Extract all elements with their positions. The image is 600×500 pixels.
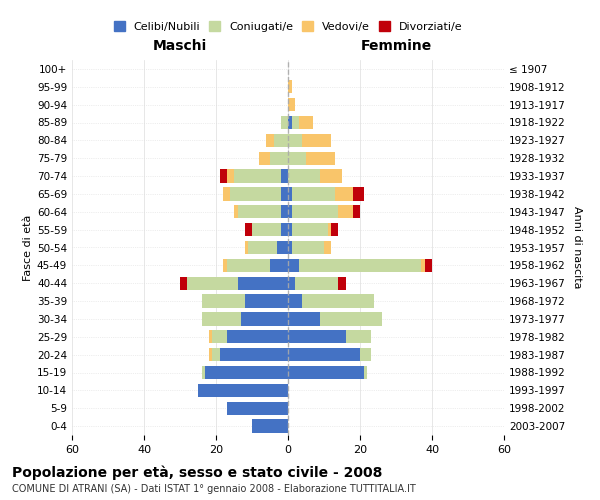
Bar [320,170,342,183]
Bar [288,312,320,326]
Bar [364,366,367,379]
Bar [241,312,288,326]
Bar [288,205,292,218]
Bar [270,258,288,272]
Bar [223,258,227,272]
Legend: Celibi/Nubili, Coniugati/e, Vedovi/e, Divorziati/e: Celibi/Nubili, Coniugati/e, Vedovi/e, Di… [109,17,467,36]
Bar [202,294,245,308]
Bar [202,312,241,326]
Bar [302,134,331,147]
Text: Femmine: Femmine [361,39,431,53]
Text: Maschi: Maschi [153,39,207,53]
Bar [288,348,360,362]
Bar [220,348,288,362]
Bar [274,134,288,147]
Bar [288,80,292,94]
Bar [227,330,288,344]
Bar [288,134,302,147]
Bar [245,223,252,236]
Bar [335,187,353,200]
Bar [346,330,371,344]
Bar [234,205,238,218]
Bar [212,330,227,344]
Bar [295,276,338,290]
Bar [238,205,281,218]
Bar [281,187,288,200]
Bar [324,241,331,254]
Bar [306,152,335,165]
Bar [288,330,346,344]
Y-axis label: Anni di nascita: Anni di nascita [572,206,582,289]
Bar [288,241,292,254]
Bar [425,258,432,272]
Bar [277,241,288,254]
Bar [288,276,295,290]
Bar [288,116,292,129]
Bar [421,258,425,272]
Bar [227,258,270,272]
Bar [320,312,382,326]
Bar [328,223,331,236]
Bar [302,294,374,308]
Bar [209,348,212,362]
Bar [209,330,212,344]
Bar [353,187,364,200]
Bar [292,223,328,236]
Bar [292,241,324,254]
Bar [259,152,270,165]
Bar [281,205,288,218]
Bar [205,366,288,379]
Bar [227,170,234,183]
Bar [338,205,353,218]
Bar [288,98,295,112]
Bar [270,152,288,165]
Bar [212,348,220,362]
Bar [292,205,338,218]
Bar [248,241,277,254]
Bar [266,134,274,147]
Bar [338,276,346,290]
Text: Popolazione per età, sesso e stato civile - 2008: Popolazione per età, sesso e stato civil… [12,465,382,479]
Bar [281,223,288,236]
Bar [299,116,313,129]
Bar [245,294,288,308]
Bar [299,258,421,272]
Bar [245,241,248,254]
Bar [288,366,364,379]
Bar [353,205,360,218]
Bar [281,116,288,129]
Bar [288,223,292,236]
Bar [288,152,306,165]
Bar [292,187,335,200]
Bar [252,223,281,236]
Bar [288,258,299,272]
Y-axis label: Fasce di età: Fasce di età [23,214,33,280]
Bar [292,116,299,129]
Bar [288,294,302,308]
Bar [180,276,187,290]
Bar [288,170,320,183]
Bar [238,276,288,290]
Bar [187,276,238,290]
Bar [230,187,281,200]
Bar [288,187,292,200]
Bar [227,402,288,415]
Text: COMUNE DI ATRANI (SA) - Dati ISTAT 1° gennaio 2008 - Elaborazione TUTTITALIA.IT: COMUNE DI ATRANI (SA) - Dati ISTAT 1° ge… [12,484,416,494]
Bar [220,170,227,183]
Bar [281,170,288,183]
Bar [202,366,205,379]
Bar [360,348,371,362]
Bar [223,187,230,200]
Bar [234,170,281,183]
Bar [331,223,338,236]
Bar [252,420,288,433]
Bar [198,384,288,397]
